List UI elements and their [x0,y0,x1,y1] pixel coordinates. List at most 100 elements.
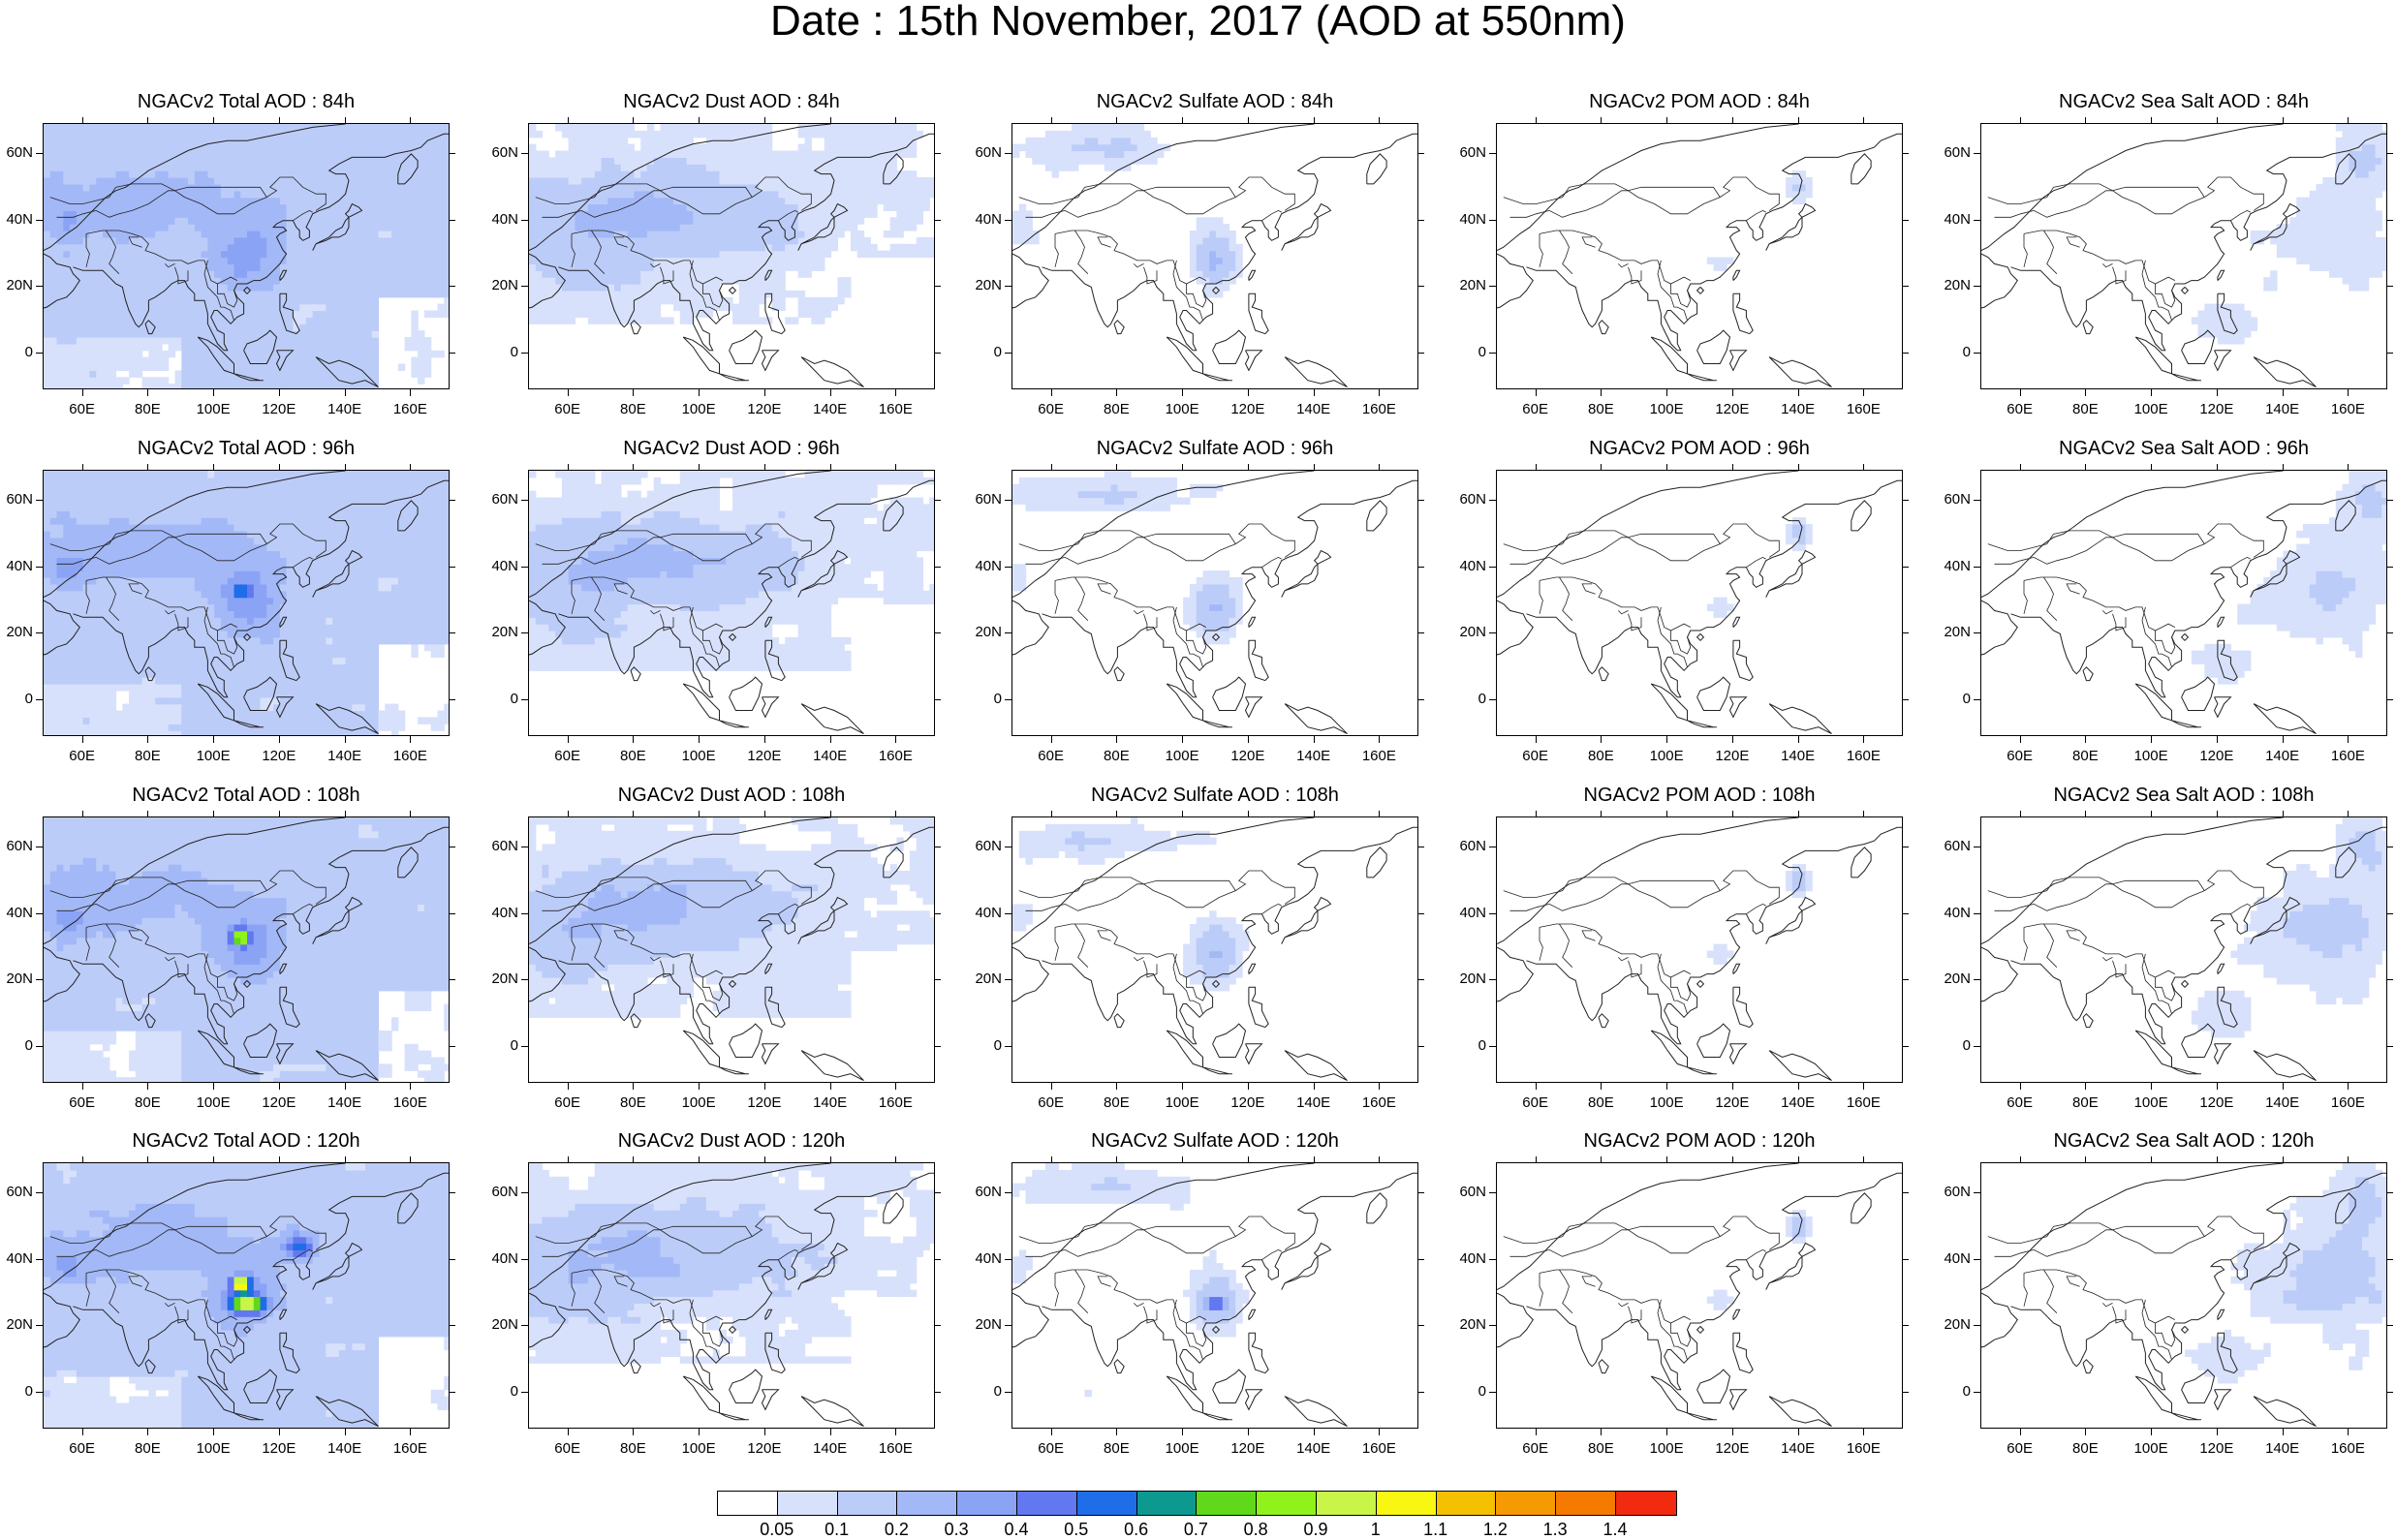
lat-label: 40N [959,558,1002,574]
lon-label: 80E [1571,1094,1630,1111]
lon-label: 160E [866,1094,924,1111]
aod-field-seasalt-108h [1981,817,2387,1083]
lon-label: 140E [801,401,859,417]
lon-label: 60E [1022,1094,1080,1111]
lat-label: 60N [959,491,1002,508]
lon-label: 160E [2318,1094,2377,1111]
lat-label: 60N [1444,838,1486,854]
lon-label: 60E [53,748,111,764]
lon-label: 120E [735,748,793,764]
colorbar-box [1197,1492,1257,1515]
lon-label: 140E [801,748,859,764]
lat-label: 0 [1928,344,1971,360]
lat-label: 40N [476,211,518,228]
colorbar-label: 0.2 [872,1520,920,1540]
colorbar-label: 0.6 [1112,1520,1161,1540]
lon-label: 100E [1637,401,1696,417]
panel-title-dust-108h: NGACv2 Dust AOD : 108h [528,785,935,807]
panel-title-sulfate-108h: NGACv2 Sulfate AOD : 108h [1011,785,1418,807]
lon-label: 100E [669,1440,728,1457]
lat-label: 40N [0,1250,33,1267]
lon-label: 80E [604,748,662,764]
lon-label: 140E [2254,1440,2312,1457]
lon-label: 60E [1022,1440,1080,1457]
lon-label: 120E [250,1440,308,1457]
lon-label: 120E [735,1440,793,1457]
lat-label: 0 [0,1037,33,1054]
lon-label: 80E [2056,401,2114,417]
map-pom-84h [1496,123,1903,389]
aod-field-total-120h [44,1163,450,1429]
colorbar-label: 1.3 [1531,1520,1579,1540]
colorbar-box [1077,1492,1137,1515]
map-sulfate-84h [1011,123,1418,389]
lon-label: 140E [2254,401,2312,417]
map-pom-96h [1496,470,1903,736]
lon-label: 80E [1087,748,1145,764]
panel-title-seasalt-96h: NGACv2 Sea Salt AOD : 96h [1980,438,2387,460]
panel-title-sulfate-96h: NGACv2 Sulfate AOD : 96h [1011,438,1418,460]
lat-label: 0 [1928,1383,1971,1400]
lon-label: 80E [118,1094,176,1111]
map-total-120h [43,1162,450,1429]
lat-label: 20N [1928,277,1971,293]
lat-label: 20N [0,277,33,293]
lon-label: 120E [1219,1440,1277,1457]
colorbar-label: 1 [1352,1520,1400,1540]
lat-label: 60N [476,491,518,508]
lon-label: 100E [2122,1440,2180,1457]
lat-label: 20N [1928,1316,1971,1333]
lon-label: 120E [2188,748,2246,764]
lon-label: 140E [1769,748,1827,764]
colorbar-box [1496,1492,1556,1515]
lat-label: 40N [476,1250,518,1267]
lon-label: 80E [2056,1094,2114,1111]
lat-label: 0 [1928,1037,1971,1054]
lon-label: 160E [1350,748,1408,764]
lat-label: 60N [0,1184,33,1200]
lon-label: 120E [1703,401,1761,417]
lon-label: 60E [1507,1440,1565,1457]
lat-label: 40N [1928,558,1971,574]
lon-label: 160E [381,401,439,417]
aod-field-dust-84h [529,124,935,389]
lon-label: 160E [1350,401,1408,417]
aod-field-pom-96h [1497,471,1903,736]
map-dust-120h [528,1162,935,1429]
panel-title-pom-84h: NGACv2 POM AOD : 84h [1496,91,1903,113]
panel-title-pom-108h: NGACv2 POM AOD : 108h [1496,785,1903,807]
lat-label: 60N [0,838,33,854]
lon-label: 120E [1219,401,1277,417]
lon-label: 160E [381,1440,439,1457]
aod-field-sulfate-120h [1012,1163,1418,1429]
lon-label: 100E [1637,748,1696,764]
lon-label: 60E [539,401,597,417]
panel-title-sulfate-120h: NGACv2 Sulfate AOD : 120h [1011,1130,1418,1153]
lon-label: 120E [1703,748,1761,764]
lon-label: 60E [1991,748,2049,764]
lon-label: 140E [1285,1440,1343,1457]
lon-label: 140E [801,1094,859,1111]
lon-label: 80E [118,748,176,764]
colorbar-label: 0.1 [813,1520,861,1540]
lon-label: 120E [1703,1440,1761,1457]
lon-label: 80E [118,1440,176,1457]
aod-field-pom-84h [1497,124,1903,389]
colorbar-box [1556,1492,1616,1515]
lat-label: 40N [1928,1250,1971,1267]
lon-label: 80E [604,1440,662,1457]
lat-label: 20N [1444,277,1486,293]
lon-label: 160E [1834,1094,1892,1111]
lon-label: 100E [2122,1094,2180,1111]
lon-label: 140E [316,748,374,764]
lon-label: 140E [1769,1094,1827,1111]
colorbar-label: 0.05 [753,1520,801,1540]
map-dust-108h [528,816,935,1083]
map-dust-84h [528,123,935,389]
lon-label: 60E [1991,401,2049,417]
aod-field-sulfate-96h [1012,471,1418,736]
lat-label: 60N [1444,1184,1486,1200]
colorbar-label: 0.5 [1052,1520,1101,1540]
lat-label: 40N [0,211,33,228]
lon-label: 100E [184,1440,242,1457]
